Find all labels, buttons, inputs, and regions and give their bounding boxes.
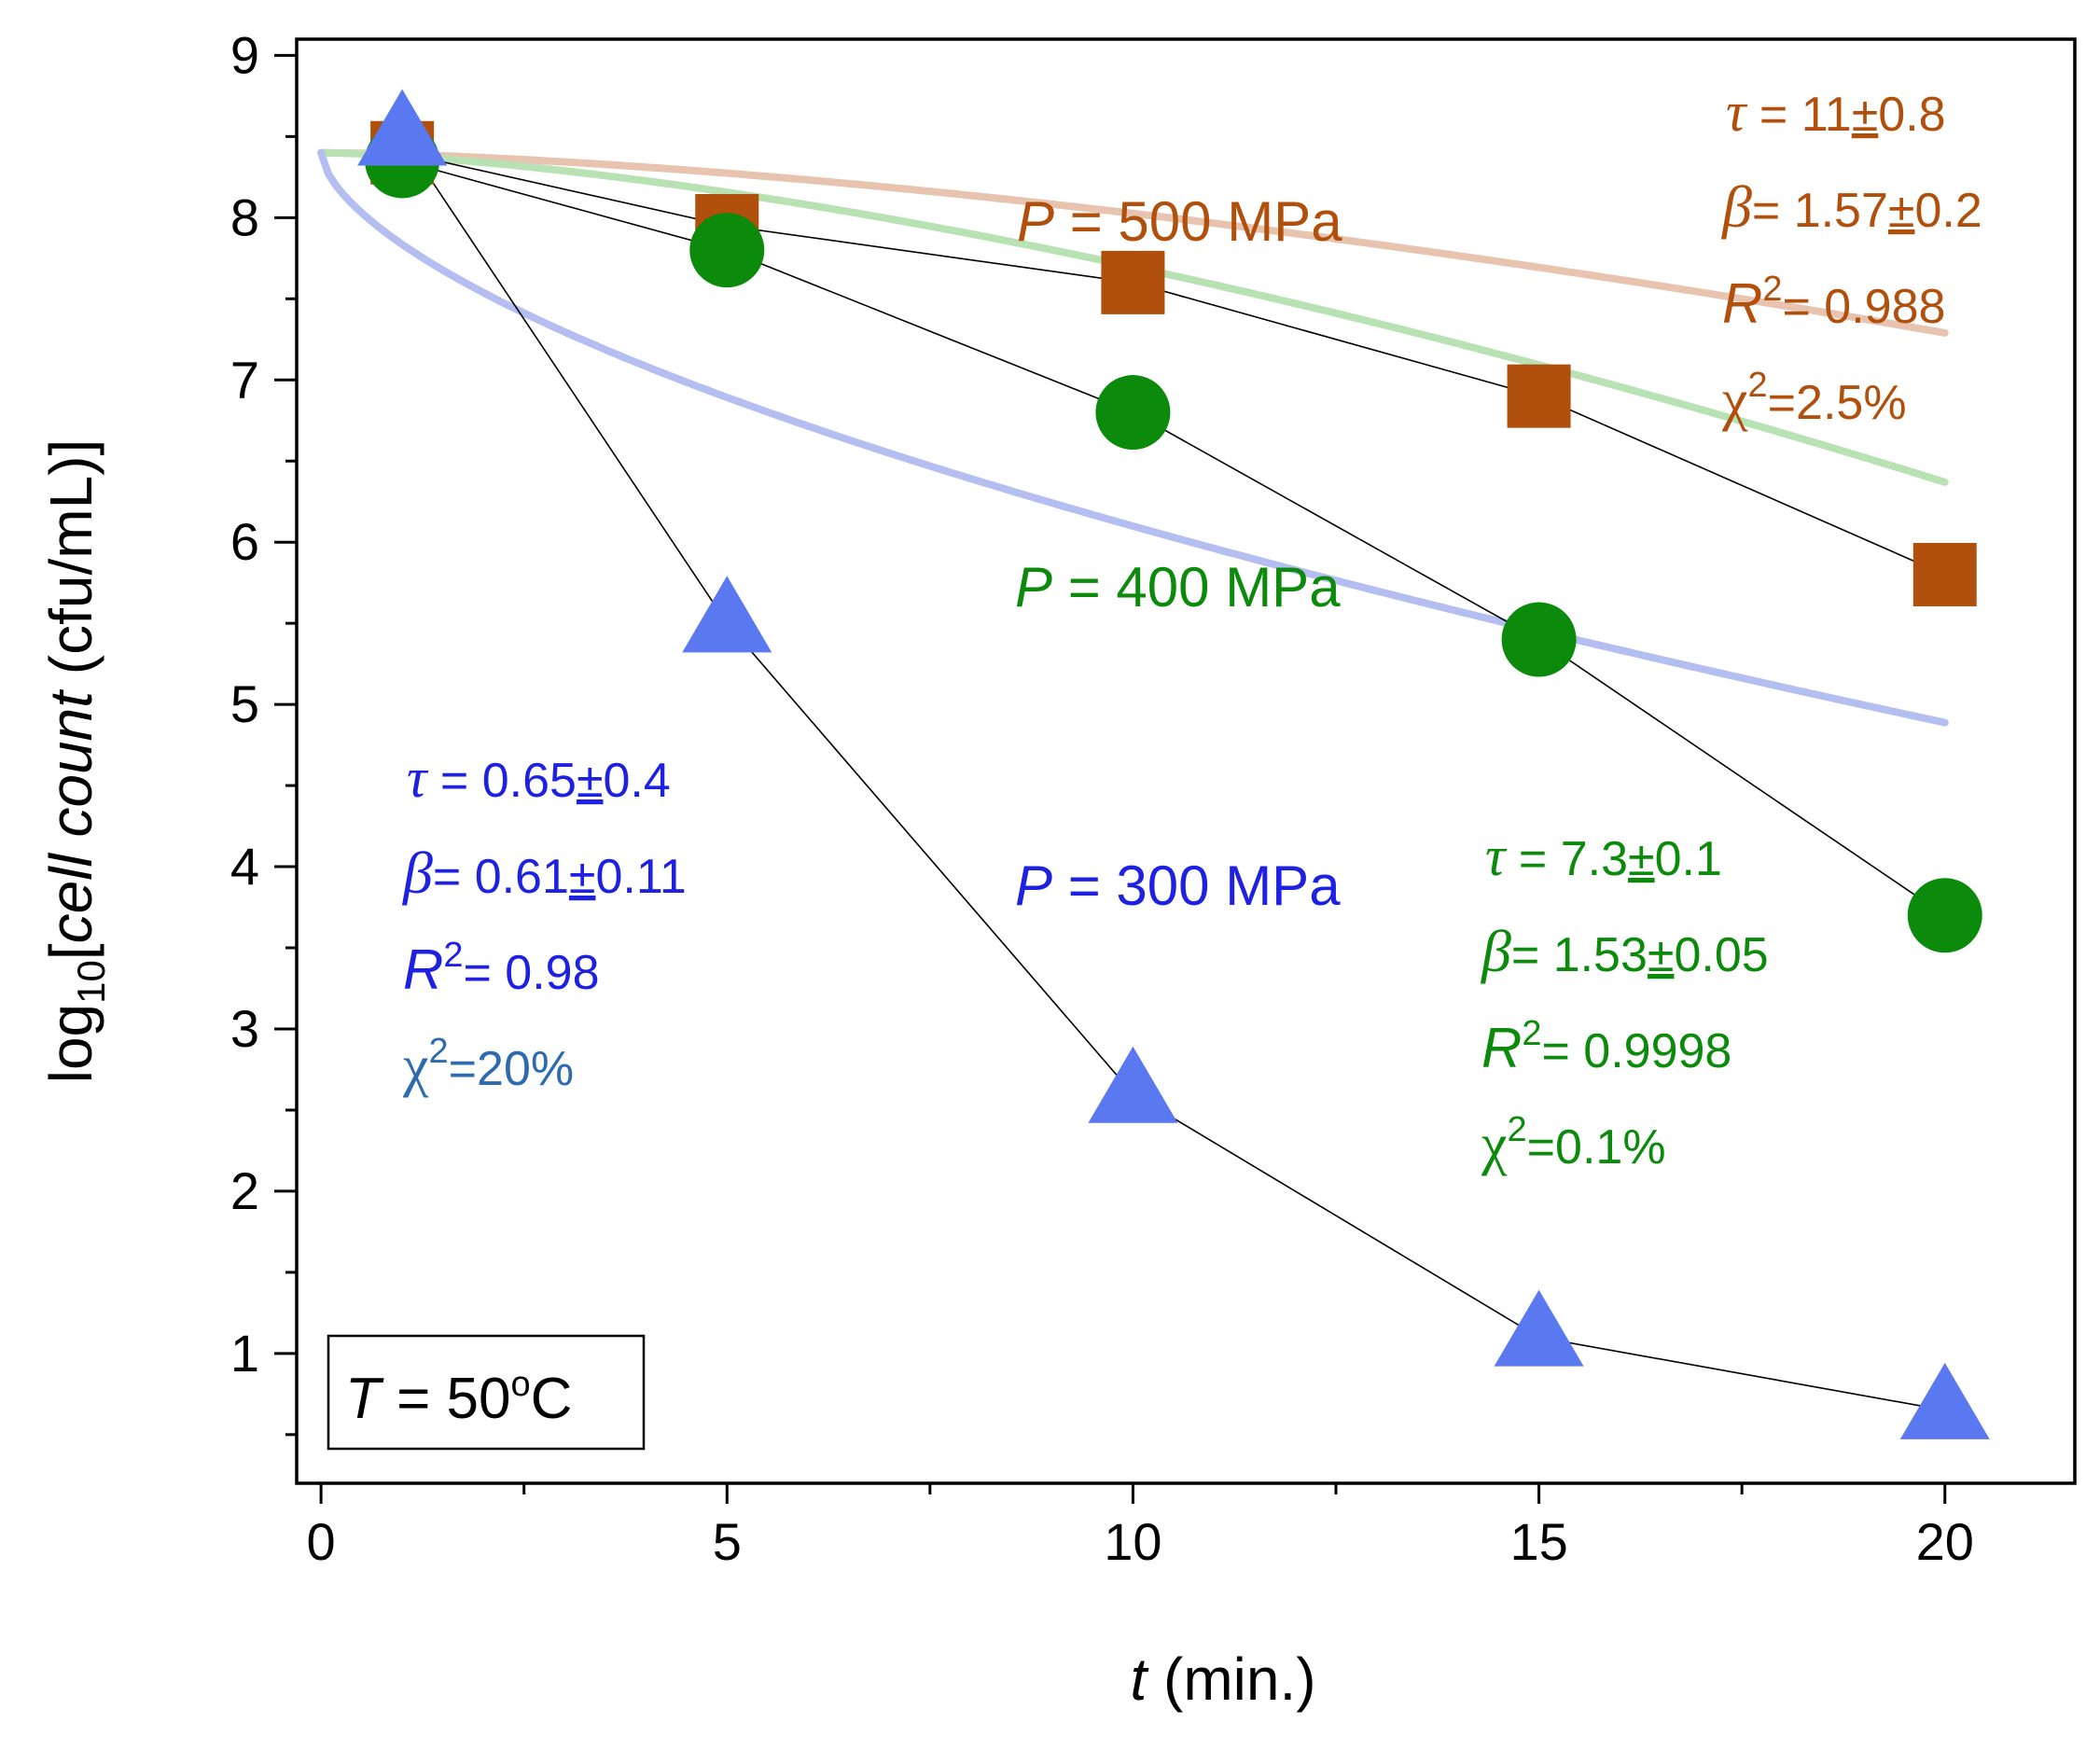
- marker-square-2: [1101, 250, 1165, 314]
- tau-value-1: τ = 7.3±0.1: [1485, 826, 1722, 887]
- series-label-1: P = 400 MPa: [1015, 556, 1341, 618]
- fit-curve-0: [317, 148, 1949, 337]
- y-axis-label: log10[cell count (cfu/mL)]: [37, 439, 113, 1084]
- axes: 0 5 10 15 20 1 2 3 4 5 6 7 8 9 t (min.) log10[cell coun…: [37, 25, 2077, 1713]
- series-label-2: P = 300 MPa: [1015, 855, 1341, 917]
- series-label-0: P = 500 MPa: [1017, 190, 1342, 253]
- marker-circle-1: [689, 213, 765, 288]
- chi2-value-2: χ2=20%: [402, 1032, 574, 1098]
- plot-frame: [295, 37, 2077, 1485]
- marker-square-3: [1507, 364, 1571, 428]
- r2-value-2: R2= 0.98: [403, 936, 600, 1001]
- y-tick-label: 7: [230, 350, 259, 409]
- y-tick-label: 3: [230, 999, 259, 1058]
- chi2-value-0: χ2=2.5%: [1721, 366, 1907, 432]
- marker-circle-2: [1095, 375, 1171, 451]
- y-tick-label: 2: [230, 1161, 259, 1220]
- marker-circle-4: [1907, 878, 1982, 953]
- chi2-value-1: χ2=0.1%: [1481, 1110, 1666, 1176]
- temperature-label: T = 50oC: [345, 1365, 572, 1431]
- beta-value-0: β= 1.57±0.2: [1720, 174, 1982, 240]
- marker-triangle-1: [682, 576, 772, 653]
- y-tick-label: 4: [230, 837, 259, 896]
- r2-value-1: R2= 0.9998: [1481, 1014, 1731, 1079]
- y-tick-label: 8: [230, 188, 259, 246]
- data-markers: [357, 89, 1990, 1439]
- marker-circle-3: [1501, 602, 1577, 677]
- marker-triangle-0: [357, 89, 448, 166]
- y-tick-label: 6: [230, 512, 259, 571]
- x-tick-label: 5: [713, 1512, 742, 1571]
- y-tick-label: 1: [230, 1324, 259, 1383]
- x-tick-label: 10: [1104, 1512, 1161, 1571]
- y-tick-label: 5: [230, 674, 259, 733]
- beta-value-2: β= 0.61±0.11: [401, 840, 687, 906]
- temperature-box: [327, 1334, 646, 1451]
- marker-triangle-4: [1899, 1362, 1990, 1439]
- beta-value-1: β= 1.53±0.05: [1480, 918, 1769, 984]
- tau-value-2: τ = 0.65±0.4: [407, 747, 671, 809]
- x-tick-label: 20: [1916, 1512, 1974, 1571]
- annotations: P = 500 MPa P = 400 MPa P = 300 MPa τ = 11±…: [327, 81, 1982, 1451]
- marker-triangle-3: [1494, 1289, 1584, 1367]
- x-tick-label: 0: [307, 1512, 336, 1571]
- x-tick-label: 15: [1509, 1512, 1567, 1571]
- fit-curve-2: [317, 148, 1949, 727]
- tau-value-0: τ = 11±0.8: [1726, 81, 1946, 143]
- r2-value-0: R2= 0.988: [1722, 270, 1945, 335]
- marker-square-4: [1912, 542, 1977, 606]
- y-tick-label: 9: [230, 25, 259, 84]
- marker-triangle-2: [1088, 1046, 1178, 1123]
- x-axis-label: t (min.): [1130, 1646, 1315, 1713]
